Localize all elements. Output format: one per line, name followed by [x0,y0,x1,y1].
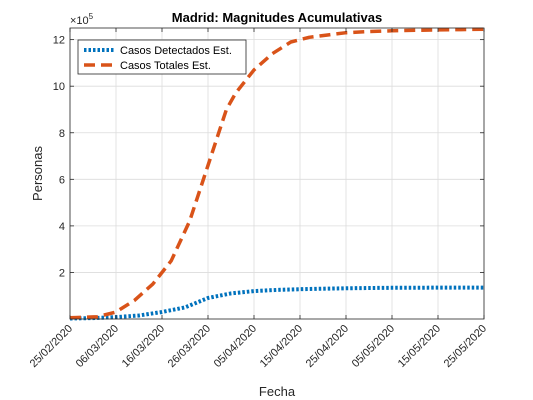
y-tick-label: 12 [53,35,65,47]
x-tick-label: 05/05/2020 [350,323,397,370]
y-tick-label: 6 [59,174,65,186]
legend: Casos Detectados Est. Casos Totales Est. [77,39,247,75]
legend-label-casos-totales: Casos Totales Est. [120,60,211,72]
y-tick-label: 2 [59,267,65,279]
legend-label-casos-detectados: Casos Detectados Est. [120,45,232,57]
y-tick-label: 4 [59,221,65,233]
plot-area-frame [69,27,485,320]
x-tick-label: 25/05/2020 [442,323,489,370]
x-tick-label: 25/02/2020 [28,323,75,370]
x-tick-label: 16/03/2020 [120,323,167,370]
x-tick-label: 26/03/2020 [166,323,213,370]
x-tick-label: 06/03/2020 [74,323,121,370]
x-tick-label: 15/05/2020 [396,323,443,370]
x-axis-label: Fecha [259,384,296,399]
y-axis-exponent: ×105 [70,12,94,27]
y-tick-label: 10 [53,81,65,93]
y-axis-label: Personas [30,146,45,201]
x-tick-label: 15/04/2020 [258,323,305,370]
x-tick-label: 05/04/2020 [212,323,259,370]
series-line-casos-detectados [69,285,484,321]
y-exponent-power: 5 [89,12,94,21]
x-tick-label: 25/04/2020 [304,323,351,370]
legend-box [77,39,247,75]
chart-title: Madrid: Magnitudes Acumulativas [172,10,382,25]
tick-marks [69,28,485,319]
y-tick-label: 8 [59,128,65,140]
y-exponent-base: ×10 [70,15,89,27]
grid-lines [69,28,485,319]
tick-labels: 25/02/202006/03/202016/03/202026/03/2020… [28,35,489,370]
